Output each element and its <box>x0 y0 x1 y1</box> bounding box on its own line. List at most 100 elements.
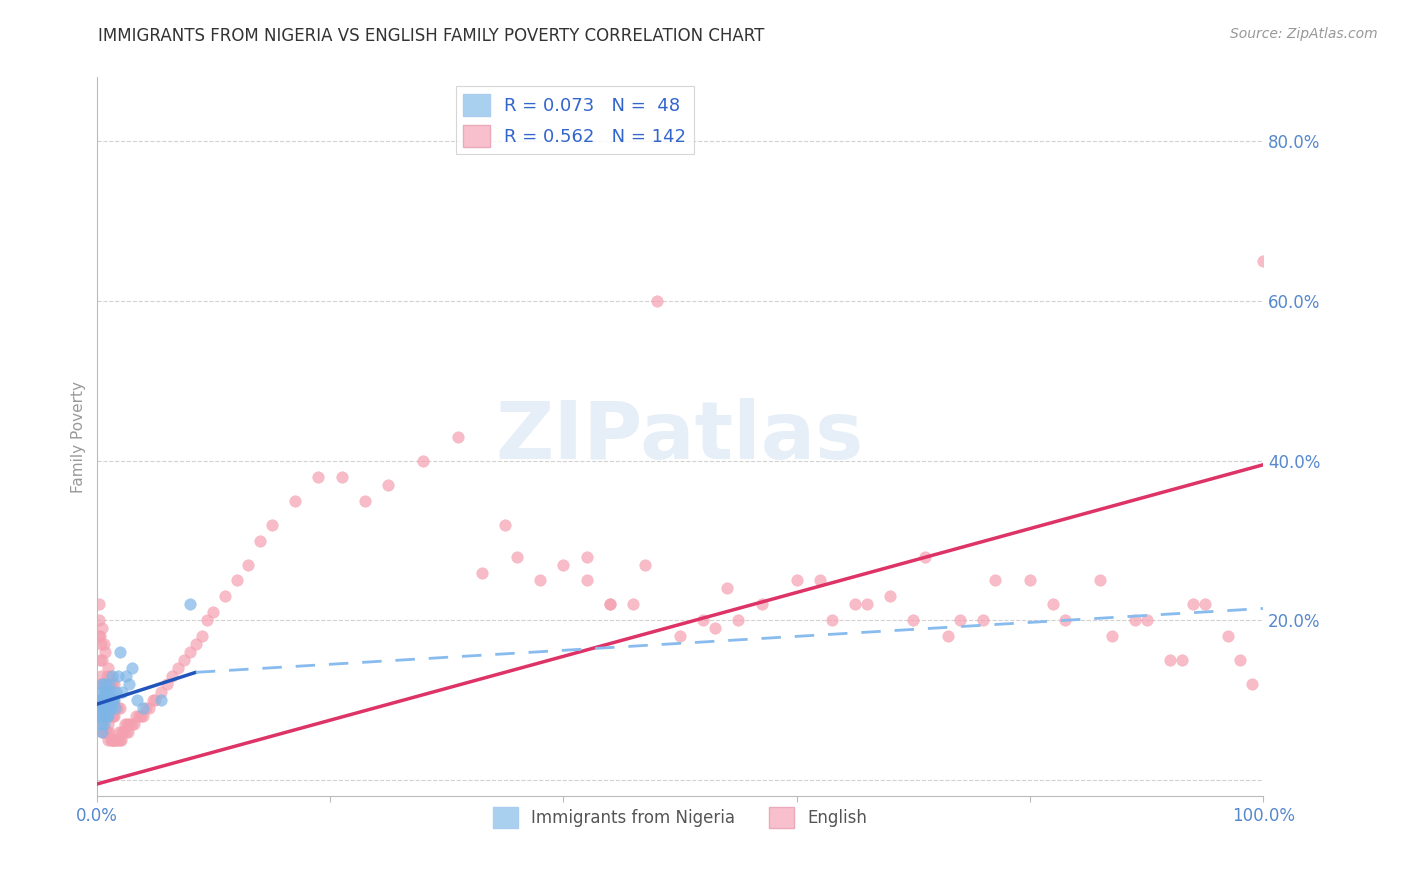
Point <box>97 717 120 731</box>
Point <box>1123 614 1146 628</box>
Point <box>727 614 749 628</box>
Point <box>105 685 128 699</box>
Point <box>972 614 994 628</box>
Point <box>143 693 166 707</box>
Point <box>117 725 139 739</box>
Point <box>1182 598 1205 612</box>
Point <box>94 685 117 699</box>
Point <box>110 733 132 747</box>
Point <box>575 574 598 588</box>
Point <box>1229 653 1251 667</box>
Point <box>149 685 172 699</box>
Point <box>93 693 115 707</box>
Point <box>197 614 219 628</box>
Point <box>89 629 111 643</box>
Point <box>692 614 714 628</box>
Point <box>108 725 131 739</box>
Point <box>599 598 621 612</box>
Point <box>621 598 644 612</box>
Point <box>91 677 114 691</box>
Point <box>1253 254 1275 268</box>
Point <box>101 669 124 683</box>
Point <box>93 637 115 651</box>
Point <box>121 661 143 675</box>
Point <box>821 614 844 628</box>
Point <box>903 614 925 628</box>
Point <box>1053 614 1076 628</box>
Point <box>112 725 135 739</box>
Point <box>1240 677 1263 691</box>
Point <box>94 701 117 715</box>
Point <box>125 709 148 723</box>
Point <box>90 717 112 731</box>
Point <box>751 598 773 612</box>
Point <box>179 598 201 612</box>
Point <box>879 590 901 604</box>
Point <box>97 693 120 707</box>
Point <box>89 677 111 691</box>
Point <box>101 709 124 723</box>
Point <box>93 701 115 715</box>
Point <box>238 558 260 572</box>
Point <box>101 709 124 723</box>
Point <box>96 693 118 707</box>
Point <box>808 574 831 588</box>
Point <box>107 701 129 715</box>
Point <box>471 566 494 580</box>
Point <box>307 469 329 483</box>
Point <box>96 669 118 683</box>
Point <box>91 621 114 635</box>
Point <box>260 517 283 532</box>
Point <box>354 493 377 508</box>
Point <box>98 725 121 739</box>
Point <box>90 669 112 683</box>
Point <box>103 733 125 747</box>
Point <box>149 693 172 707</box>
Point <box>91 701 114 715</box>
Point <box>103 693 125 707</box>
Point <box>104 701 127 715</box>
Point <box>90 717 112 731</box>
Point <box>91 709 114 723</box>
Point <box>249 533 271 548</box>
Point <box>94 725 117 739</box>
Point <box>96 725 118 739</box>
Point <box>87 629 110 643</box>
Point <box>704 621 727 635</box>
Point <box>669 629 692 643</box>
Point <box>786 574 808 588</box>
Point <box>91 701 114 715</box>
Point <box>129 709 152 723</box>
Point <box>855 598 877 612</box>
Point <box>100 709 122 723</box>
Point <box>87 598 110 612</box>
Point <box>98 701 121 715</box>
Point <box>94 701 117 715</box>
Point <box>94 701 117 715</box>
Y-axis label: Family Poverty: Family Poverty <box>72 381 86 492</box>
Point <box>96 701 118 715</box>
Point <box>225 574 247 588</box>
Point <box>108 645 131 659</box>
Point <box>93 725 115 739</box>
Point <box>202 606 225 620</box>
Point <box>98 677 121 691</box>
Legend: Immigrants from Nigeria, English: Immigrants from Nigeria, English <box>486 801 873 835</box>
Point <box>89 693 111 707</box>
Point <box>1136 614 1159 628</box>
Point <box>97 701 120 715</box>
Point <box>91 653 114 667</box>
Point <box>1088 574 1111 588</box>
Point <box>575 549 598 564</box>
Point <box>494 517 516 532</box>
Point <box>412 454 434 468</box>
Point <box>127 693 149 707</box>
Point <box>98 669 121 683</box>
Point <box>1159 653 1181 667</box>
Point <box>101 693 124 707</box>
Point <box>114 725 136 739</box>
Point <box>94 677 117 691</box>
Point <box>94 709 117 723</box>
Point <box>101 733 124 747</box>
Text: Source: ZipAtlas.com: Source: ZipAtlas.com <box>1230 27 1378 41</box>
